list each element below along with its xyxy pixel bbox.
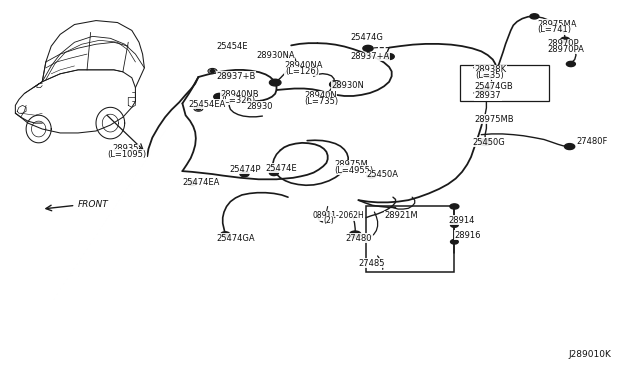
Circle shape [269,170,278,176]
Text: 28940NB: 28940NB [221,90,259,99]
Text: 25474EA: 25474EA [182,178,220,187]
Circle shape [451,240,458,244]
Circle shape [330,81,342,88]
Circle shape [450,204,459,209]
Circle shape [214,93,225,100]
Text: 28940NA: 28940NA [285,61,323,70]
Circle shape [367,173,376,178]
Text: 28914: 28914 [448,216,474,225]
Circle shape [240,171,249,177]
Text: 28930N: 28930N [332,81,364,90]
Circle shape [451,223,458,227]
Circle shape [221,232,230,237]
Circle shape [566,61,575,67]
Text: 28921M: 28921M [384,211,418,220]
Text: 28937: 28937 [475,91,502,100]
Text: 25474GB: 25474GB [475,82,514,91]
Text: 25474GA: 25474GA [216,234,255,243]
Circle shape [530,14,539,19]
Circle shape [561,37,570,42]
Text: (L=35): (L=35) [475,71,504,80]
Circle shape [225,74,230,77]
Circle shape [479,139,491,145]
Text: 08911-2062H: 08911-2062H [312,211,364,220]
Text: N: N [323,213,330,222]
Text: 28937+B: 28937+B [216,72,256,81]
Text: FRONT: FRONT [78,200,109,209]
Circle shape [477,68,485,73]
Text: (L=1095): (L=1095) [108,150,147,159]
Text: 28930: 28930 [246,102,273,110]
Bar [460,65,549,101]
Bar [366,206,454,272]
Text: 25454E: 25454E [216,42,248,51]
Text: (2): (2) [323,217,334,225]
Circle shape [194,106,203,111]
Circle shape [223,73,232,78]
Text: 27480: 27480 [346,234,372,243]
Text: 27485: 27485 [358,259,385,268]
Circle shape [269,79,281,86]
Text: 25450G: 25450G [472,138,505,147]
Text: 28938K: 28938K [475,65,507,74]
Circle shape [564,144,575,150]
Text: (L=326): (L=326) [221,96,255,105]
Text: 28975MB: 28975MB [475,115,515,124]
Text: 25454EA: 25454EA [189,100,226,109]
Circle shape [363,45,373,51]
Text: 27480F: 27480F [576,137,607,146]
Circle shape [208,68,217,74]
Circle shape [210,70,215,73]
Text: 25450A: 25450A [366,170,398,179]
Text: 25474G: 25474G [351,33,383,42]
Circle shape [349,231,361,238]
Circle shape [196,107,201,110]
Text: (L=741): (L=741) [538,25,572,34]
Circle shape [484,73,492,77]
Text: 28970PA: 28970PA [547,45,584,54]
Text: (L=126): (L=126) [285,67,319,76]
Text: 28940N: 28940N [304,92,337,100]
Text: 28930NA: 28930NA [256,51,294,60]
Text: 28975M: 28975M [334,160,368,169]
Text: 25474P: 25474P [229,165,260,174]
Text: (L=735): (L=735) [304,97,338,106]
Circle shape [384,54,394,60]
Text: 28935: 28935 [112,144,138,153]
Text: 28937+A: 28937+A [351,52,390,61]
Circle shape [188,180,196,186]
Circle shape [484,86,492,91]
Circle shape [189,182,195,185]
Text: (L=4955): (L=4955) [334,166,373,174]
Text: 28975MA: 28975MA [538,20,577,29]
Circle shape [477,89,485,94]
Text: 28916: 28916 [454,231,481,240]
Text: 28970P: 28970P [547,39,579,48]
Text: J289010K: J289010K [568,350,611,359]
Text: 25474E: 25474E [266,164,297,173]
